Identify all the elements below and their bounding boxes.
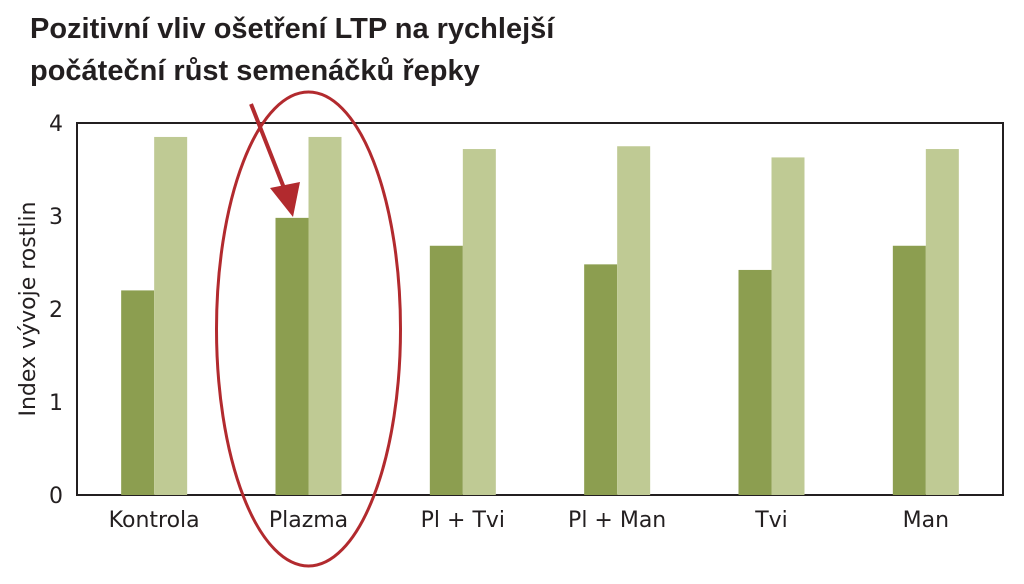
bar-1-tvi: [738, 269, 772, 495]
x-tick-label: Pl + Man: [568, 508, 666, 533]
arrow-head: [270, 182, 300, 217]
bar-1-pl-tvi: [429, 245, 463, 495]
bar-2-man: [925, 149, 959, 496]
x-tick-label: Kontrola: [109, 508, 200, 533]
arrow-shaft: [249, 103, 286, 189]
bar-1-plazma: [275, 217, 309, 496]
bar-2-pl-man: [617, 146, 651, 495]
bar-2-kontrola: [154, 136, 188, 495]
x-categories-group: Kontrola Plazma Pl + Tvi Pl + Man Tvi Man: [109, 508, 949, 533]
bar-1-pl-man: [584, 264, 618, 495]
y-tick-label: 1: [49, 391, 63, 416]
highlight-ellipse: [215, 90, 402, 568]
bar-1-kontrola: [121, 290, 155, 495]
y-axis-label: Index vývoje rostlin: [16, 202, 41, 417]
chart-title-line-2: počáteční růst semenáčků řepky: [30, 55, 480, 87]
y-tick-label: 4: [49, 112, 63, 137]
bar-2-plazma: [308, 136, 342, 495]
y-ticks-group: 0 1 2 3 4: [49, 112, 63, 509]
y-tick-label: 3: [49, 205, 63, 230]
highlight-annotation: [215, 90, 402, 568]
y-tick-label: 0: [49, 484, 63, 509]
x-tick-label: Tvi: [754, 508, 788, 533]
y-tick-label: 2: [49, 298, 63, 323]
plot-frame: [76, 122, 1004, 496]
x-tick-label: Plazma: [269, 508, 348, 533]
x-tick-label: Pl + Tvi: [421, 508, 505, 533]
bar-1-man: [892, 245, 926, 495]
bar-2-tvi: [771, 157, 805, 495]
x-tick-label: Man: [903, 508, 949, 533]
bar-2-pl-tvi: [462, 149, 496, 496]
chart-title: Pozitivní vliv ošetření LTP na rychlejší…: [30, 8, 554, 92]
chart-title-line-1: Pozitivní vliv ošetření LTP na rychlejší: [30, 13, 555, 45]
bars-group: [121, 136, 959, 496]
